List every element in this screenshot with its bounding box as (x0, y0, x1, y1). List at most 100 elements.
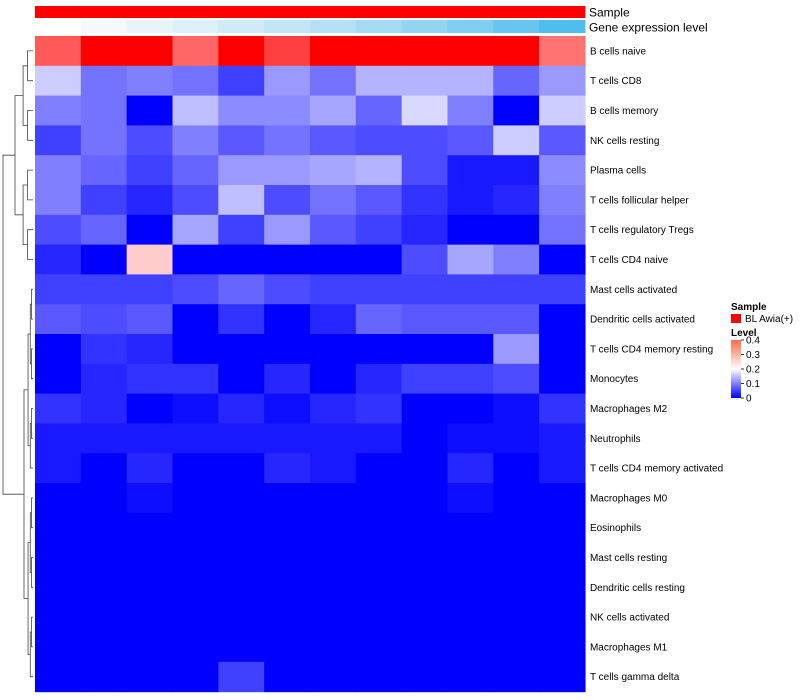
annotation-cell (447, 20, 494, 33)
heatmap-cell (401, 36, 449, 67)
heatmap-cell (35, 304, 82, 335)
annotation-cell (172, 6, 219, 18)
heatmap-cell (447, 632, 494, 663)
heatmap-cell (401, 602, 449, 633)
heatmap-cell (172, 125, 219, 156)
heatmap-cell (493, 453, 540, 484)
heatmap-cell (401, 244, 449, 275)
heatmap-cell (80, 602, 128, 633)
heatmap-cell (80, 453, 128, 484)
legend: Sample BL Awia(+) Level 0.4 0.3 0.2 0.1 0 (731, 302, 793, 405)
legend-color-bar (731, 340, 741, 398)
row-label: Macrophages M1 (590, 642, 668, 653)
heatmap-cell (447, 244, 494, 275)
row-label: Dendritic cells activated (590, 315, 695, 326)
row-label: Neutrophils (590, 434, 641, 445)
heatmap-cell (218, 214, 265, 246)
heatmap-cell (355, 423, 403, 454)
heatmap-cell (126, 542, 174, 573)
annotation-track-label: Gene expression level (589, 21, 708, 35)
heatmap-cell (539, 185, 586, 216)
heatmap-cell (80, 36, 128, 67)
legend-level-title: Level (731, 328, 757, 339)
heatmap-cell (172, 453, 219, 484)
heatmap-cell (309, 214, 357, 246)
heatmap-cell (80, 363, 128, 395)
heatmap-cell (539, 572, 586, 603)
heatmap-cell (401, 423, 449, 454)
heatmap-cell (309, 334, 357, 365)
heatmap-cell (355, 95, 403, 126)
heatmap-cell (493, 304, 540, 335)
heatmap-cell (35, 65, 82, 97)
heatmap-cell (493, 185, 540, 216)
heatmap-cell (35, 185, 82, 216)
dendrogram-branch (31, 557, 33, 588)
heatmap-cell (35, 95, 82, 126)
heatmap-cell (172, 304, 219, 335)
heatmap-cell (401, 632, 449, 663)
heatmap-cell (264, 542, 311, 573)
row-label: Dendritic cells resting (590, 583, 685, 594)
row-label: T cells follicular helper (590, 195, 689, 206)
heatmap-cell (126, 632, 174, 663)
row-label: T cells CD8 (590, 76, 642, 87)
heatmap-cell (218, 244, 265, 275)
heatmap-cell (309, 483, 357, 514)
heatmap-cell (264, 602, 311, 633)
legend-tick-label: 0 (746, 394, 752, 405)
heatmap-cell (447, 214, 494, 246)
heatmap-cell (447, 661, 494, 693)
heatmap-cell (539, 304, 586, 335)
heatmap-cell (493, 423, 540, 454)
heatmap-cell (309, 453, 357, 484)
heatmap-cell (218, 274, 265, 305)
heatmap-cell (493, 572, 540, 603)
heatmap-cell (80, 661, 128, 693)
row-label: B cells memory (590, 106, 658, 117)
heatmap-cell (401, 65, 449, 97)
heatmap-cell (539, 155, 586, 186)
heatmap-cell (493, 393, 540, 424)
heatmap-cell (401, 304, 449, 335)
heatmap-cell (126, 572, 174, 603)
heatmap-cell (218, 572, 265, 603)
heatmap-cell (493, 363, 540, 395)
row-label: Macrophages M2 (590, 404, 668, 415)
heatmap-cell (539, 632, 586, 663)
annotation-cell (401, 6, 448, 18)
heatmap-cell (401, 363, 449, 395)
annotation-cell (493, 20, 540, 33)
annotation-cell (447, 6, 494, 18)
heatmap-cell (355, 65, 403, 97)
heatmap-cell (401, 155, 449, 186)
heatmap-cell (401, 661, 449, 693)
heatmap-cell (172, 363, 219, 395)
annotation-cell (539, 20, 586, 33)
heatmap-cell (264, 512, 311, 544)
heatmap-cell (401, 453, 449, 484)
heatmap-cell (401, 334, 449, 365)
heatmap-cell (264, 334, 311, 365)
heatmap-cell (355, 572, 403, 603)
heatmap-cell (218, 483, 265, 514)
heatmap-cell (401, 125, 449, 156)
heatmap-cell (80, 512, 128, 544)
heatmap-cell (172, 483, 219, 514)
dendrogram-branch (14, 95, 24, 216)
row-label: T cells regulatory Tregs (590, 225, 694, 236)
annotation-cell (35, 6, 82, 18)
heatmap-cell (172, 185, 219, 216)
heatmap-cell (401, 542, 449, 573)
heatmap-cell (80, 304, 128, 335)
heatmap-cell (355, 185, 403, 216)
row-label: Plasma cells (590, 166, 646, 177)
legend-sample-title: Sample (731, 302, 767, 313)
heatmap-cell (172, 36, 219, 67)
heatmap-cell (264, 661, 311, 693)
heatmap-cell (218, 185, 265, 216)
heatmap-cell (172, 572, 219, 603)
heatmap-cell (35, 334, 82, 365)
heatmap-cell (35, 632, 82, 663)
heatmap-cell (172, 632, 219, 663)
